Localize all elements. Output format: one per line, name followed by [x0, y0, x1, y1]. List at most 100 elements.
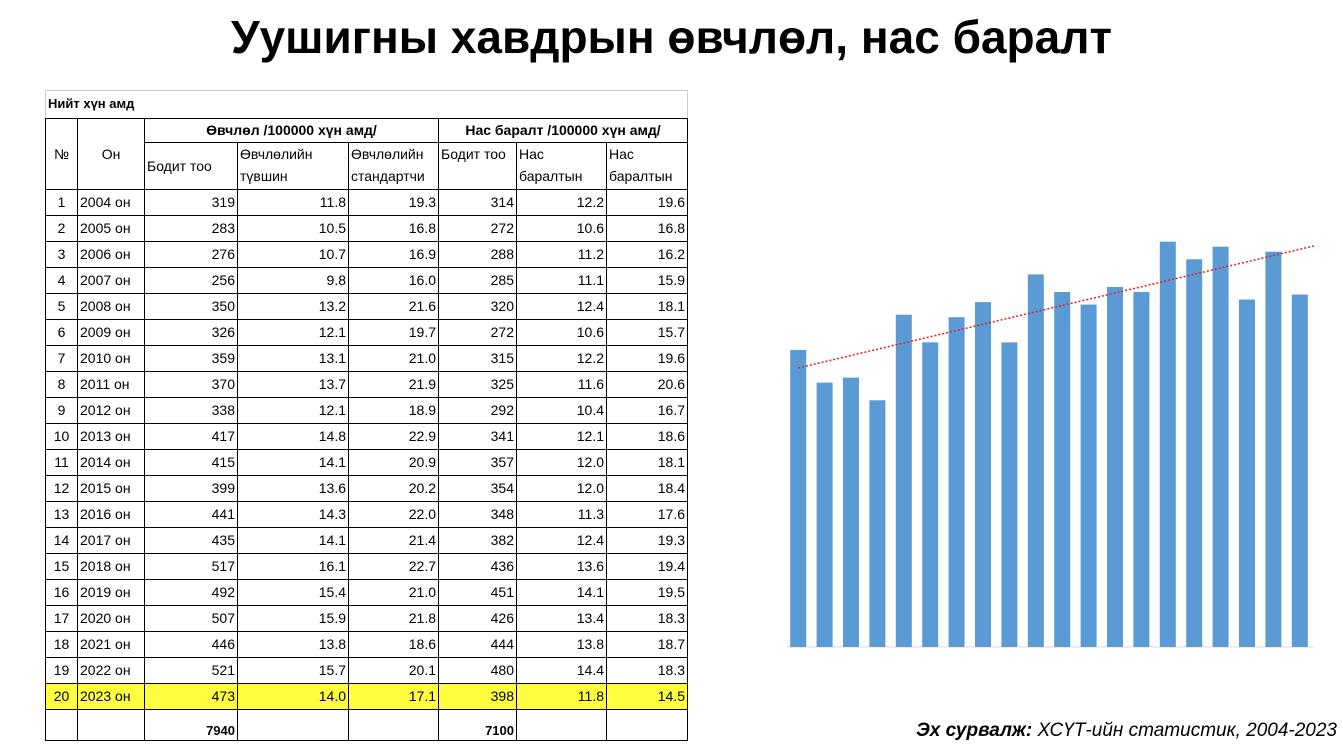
bar — [1001, 342, 1018, 647]
table-cell: 315 — [438, 345, 517, 372]
bar — [1054, 292, 1071, 647]
table-cell: 14.1 — [516, 579, 607, 606]
bar — [1265, 251, 1282, 647]
table-cell: 326 — [144, 319, 238, 346]
table-cell: 16.8 — [606, 215, 688, 242]
table-cell: 6 — [45, 319, 78, 346]
table-cell: 17 — [45, 605, 78, 632]
table-cell: 22.0 — [348, 501, 439, 528]
table-cell: 17.1 — [348, 683, 439, 710]
source-label: Эх сурвалж: — [916, 720, 1033, 741]
table-cell: 18.1 — [606, 293, 688, 320]
table-cell: 348 — [438, 501, 517, 528]
bar — [816, 382, 833, 647]
table-cell: 18.3 — [606, 605, 688, 632]
bar — [1212, 246, 1229, 647]
bar — [895, 314, 912, 647]
table-cell: 8 — [45, 371, 78, 398]
bar — [922, 342, 939, 647]
table-cell: 341 — [438, 423, 517, 450]
table-cell: 2013 он — [77, 423, 145, 450]
table-cell: 11.2 — [516, 241, 607, 268]
table-cell: 22.7 — [348, 553, 439, 580]
table-cell: 13.8 — [516, 631, 607, 658]
bar — [948, 317, 965, 647]
table-cell: 15.9 — [237, 605, 349, 632]
table-cell: 444 — [438, 631, 517, 658]
trendline — [798, 245, 1314, 369]
table-cell: 357 — [438, 449, 517, 476]
table-cell: 2018 он — [77, 553, 145, 580]
table-cell: 17.6 — [606, 501, 688, 528]
table-cell: 16.0 — [348, 267, 439, 294]
table-cell: 2010 он — [77, 345, 145, 372]
table-cell: 18.6 — [606, 423, 688, 450]
table-cell: 16.2 — [606, 241, 688, 268]
table-cell: 16.1 — [237, 553, 349, 580]
table-cell: 451 — [438, 579, 517, 606]
table-cell: 314 — [438, 189, 517, 216]
table-cell: 12.2 — [516, 345, 607, 372]
table-cell: 10.6 — [516, 319, 607, 346]
bar — [975, 302, 991, 647]
table-cell: 18 — [45, 631, 78, 658]
table-cell: 21.9 — [348, 371, 439, 398]
table-cell: 19.5 — [606, 579, 688, 606]
table-cell: 5 — [45, 293, 78, 320]
bar — [1239, 299, 1255, 647]
table-cell: 285 — [438, 267, 517, 294]
table-cell: 2007 он — [77, 267, 145, 294]
table-cell: 19.3 — [606, 527, 688, 554]
table-cell: 18.7 — [606, 631, 688, 658]
total-cell — [606, 709, 688, 741]
table-cell: 10.4 — [516, 397, 607, 424]
table-cell: 4 — [45, 267, 78, 294]
table-cell: 21.8 — [348, 605, 439, 632]
table-cell: 441 — [144, 501, 238, 528]
table-cell: 11.8 — [516, 683, 607, 710]
table-cell: 2005 он — [77, 215, 145, 242]
table-cell: 13 — [45, 501, 78, 528]
table-cell: 2022 он — [77, 657, 145, 684]
slide-title: Уушигны хавдрын өвчлөл, нас баралт — [230, 11, 1112, 63]
table-cell: 19.3 — [348, 189, 439, 216]
table-cell: 426 — [438, 605, 517, 632]
table-cell: 19.6 — [606, 189, 688, 216]
table-cell: 13.1 — [237, 345, 349, 372]
table-cell: 13.6 — [237, 475, 349, 502]
table-cell: 10.7 — [237, 241, 349, 268]
table-cell: 2015 он — [77, 475, 145, 502]
bar — [843, 377, 859, 647]
table-caption: Нийт хүн амд — [45, 90, 688, 119]
table-cell: 11 — [45, 449, 78, 476]
table-cell: 2023 он — [77, 683, 145, 710]
table-cell: 370 — [144, 371, 238, 398]
table-cell: 21.6 — [348, 293, 439, 320]
table-cell: 446 — [144, 631, 238, 658]
source-text: ХСҮТ-ийн статистик, 2004-2023 — [1037, 720, 1337, 741]
table-cell: 12.1 — [237, 319, 349, 346]
table-cell: 320 — [438, 293, 517, 320]
table-cell: 2008 он — [77, 293, 145, 320]
bar — [1107, 286, 1123, 647]
table-cell: 2006 он — [77, 241, 145, 268]
table-cell: 12 — [45, 475, 78, 502]
table-cell: 18.1 — [606, 449, 688, 476]
table-cell: 9 — [45, 397, 78, 424]
table-cell: 2017 он — [77, 527, 145, 554]
table-cell: 16.8 — [348, 215, 439, 242]
table-cell: 11.3 — [516, 501, 607, 528]
table-cell: 19 — [45, 657, 78, 684]
bar — [1159, 241, 1176, 648]
bar — [1186, 259, 1203, 647]
table-cell: 13.6 — [516, 553, 607, 580]
bar — [1133, 292, 1150, 647]
bar — [869, 400, 886, 647]
table-cell: 435 — [144, 527, 238, 554]
bar — [1027, 274, 1044, 647]
table-cell: 10 — [45, 423, 78, 450]
table-cell: 2016 он — [77, 501, 145, 528]
table-cell: 1 — [45, 189, 78, 216]
